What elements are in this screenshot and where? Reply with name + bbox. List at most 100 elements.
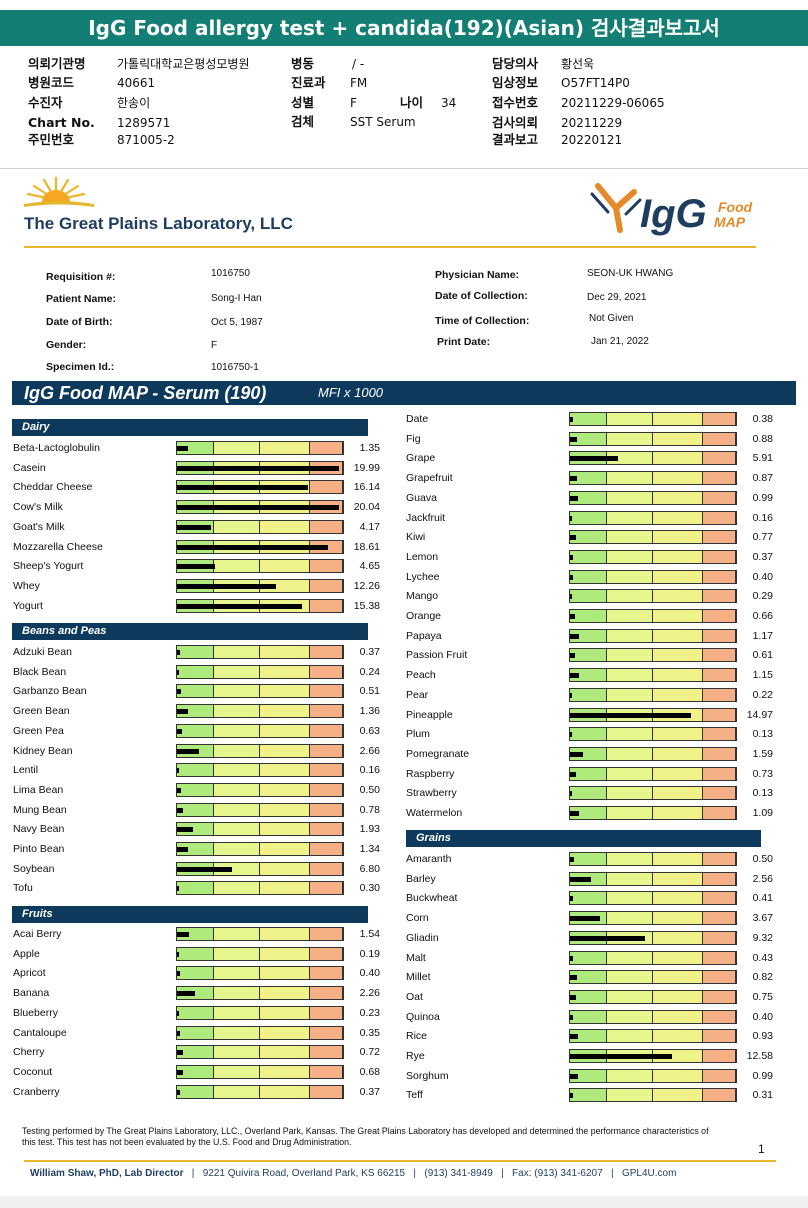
result-bar xyxy=(177,465,339,471)
patient-info-label: Patient Name: xyxy=(46,293,117,305)
result-value: 0.35 xyxy=(359,1026,380,1039)
gauge-segment xyxy=(652,951,703,964)
result-gauge xyxy=(569,727,737,742)
result-bar xyxy=(570,515,572,521)
result-row: Garbanzo Bean 0.51 xyxy=(13,684,382,699)
result-bar xyxy=(570,692,572,698)
food-name: Blueberry xyxy=(13,1006,58,1019)
gauge-segment xyxy=(606,688,653,701)
result-bar xyxy=(570,811,579,816)
gauge-segment xyxy=(213,646,260,658)
header-label: 담당의사 xyxy=(492,56,539,71)
gauge-segment xyxy=(259,705,310,718)
result-row: Pomegranate 1.59 xyxy=(406,746,775,761)
gauge-segment xyxy=(177,764,214,777)
header-value: 20220121 xyxy=(561,133,623,147)
gauge-segment xyxy=(213,560,260,573)
gauge-segment xyxy=(702,1089,736,1102)
result-value: 0.77 xyxy=(752,531,773,544)
result-gauge xyxy=(569,609,737,623)
header-label: 병동 xyxy=(291,56,315,71)
header-separator xyxy=(0,168,808,169)
result-bar xyxy=(177,564,215,570)
result-value: 12.58 xyxy=(746,1050,773,1062)
result-row: Soybean 6.80 xyxy=(13,861,382,876)
result-gauge xyxy=(176,842,344,856)
result-value: 0.99 xyxy=(752,1069,773,1082)
sun-logo-icon xyxy=(24,174,94,214)
result-bar xyxy=(177,827,193,833)
gauge-segment xyxy=(652,747,703,760)
gauge-segment xyxy=(702,610,736,622)
result-row: Mozzarella Cheese 18.61 xyxy=(13,539,382,554)
result-row: Passion Fruit 0.61 xyxy=(406,648,775,663)
gauge-segment xyxy=(652,452,703,465)
gauge-segment xyxy=(606,570,653,583)
header-label: 주민번호 xyxy=(28,132,75,147)
antibody-logo-icon xyxy=(590,180,642,240)
result-value: 19.99 xyxy=(353,461,380,474)
result-gauge xyxy=(569,569,737,584)
result-value: 0.87 xyxy=(752,472,773,485)
gauge-segment xyxy=(652,550,703,563)
result-gauge xyxy=(569,431,737,446)
result-value: 0.78 xyxy=(359,803,380,816)
header-label: 나이 xyxy=(400,95,424,110)
result-bar xyxy=(177,1010,179,1016)
header-value: 한송이 xyxy=(117,96,151,110)
gauge-segment xyxy=(309,1046,343,1059)
report-title: IgG Food allergy test + candida(192)(Asi… xyxy=(0,10,808,46)
gauge-segment xyxy=(606,1089,653,1102)
gauge-segment xyxy=(213,724,260,737)
gauge-segment xyxy=(309,803,343,816)
gauge-segment xyxy=(213,1046,260,1059)
food-name: Raspberry xyxy=(406,767,455,780)
food-name: Soybean xyxy=(13,862,55,875)
food-name: Beta-Lactoglobulin xyxy=(13,442,100,454)
gauge-segment xyxy=(606,629,653,642)
gauge-segment xyxy=(702,1050,736,1062)
gauge-segment xyxy=(259,744,310,757)
gauge-segment xyxy=(213,1006,260,1019)
result-bar xyxy=(177,544,328,550)
gauge-segment xyxy=(570,1089,607,1102)
food-name: Oat xyxy=(406,990,423,1003)
result-bar xyxy=(570,554,573,560)
result-bar xyxy=(570,955,573,961)
gauge-segment xyxy=(702,531,736,544)
result-bar xyxy=(177,728,182,734)
gauge-segment xyxy=(177,724,214,737)
result-row: Goat's Milk 4.17 xyxy=(13,519,382,534)
gauge-segment xyxy=(652,872,703,885)
gauge-segment xyxy=(702,951,736,964)
gauge-segment xyxy=(177,1065,214,1078)
footer-site: GPL4U.com xyxy=(621,1168,677,1179)
result-value: 0.63 xyxy=(359,724,380,737)
gauge-segment xyxy=(309,481,343,494)
gauge-segment xyxy=(570,971,607,984)
result-gauge xyxy=(569,589,737,604)
gauge-segment xyxy=(570,432,607,445)
result-gauge xyxy=(176,946,344,961)
result-value: 2.66 xyxy=(359,744,380,757)
gauge-segment xyxy=(259,520,310,533)
result-bar xyxy=(177,669,179,675)
result-bar xyxy=(177,886,179,892)
result-row: Plum 0.13 xyxy=(406,727,775,742)
gauge-segment xyxy=(702,629,736,642)
disclaimer-text: Testing performed by The Great Plains La… xyxy=(22,1126,709,1147)
result-value: 3.67 xyxy=(752,912,773,925)
result-bar xyxy=(570,673,579,679)
patient-info-value: Oct 5, 1987 xyxy=(211,317,263,328)
result-gauge xyxy=(176,861,344,876)
gauge-segment xyxy=(606,669,653,682)
food-name: Rye xyxy=(406,1050,425,1062)
gauge-segment xyxy=(702,807,736,819)
result-row: Apple 0.19 xyxy=(13,946,382,961)
result-gauge xyxy=(176,782,344,797)
food-name: Apricot xyxy=(13,967,46,980)
gauge-segment xyxy=(213,685,260,698)
gauge-segment xyxy=(652,432,703,445)
result-gauge xyxy=(569,989,737,1004)
food-name: Buckwheat xyxy=(406,892,458,905)
